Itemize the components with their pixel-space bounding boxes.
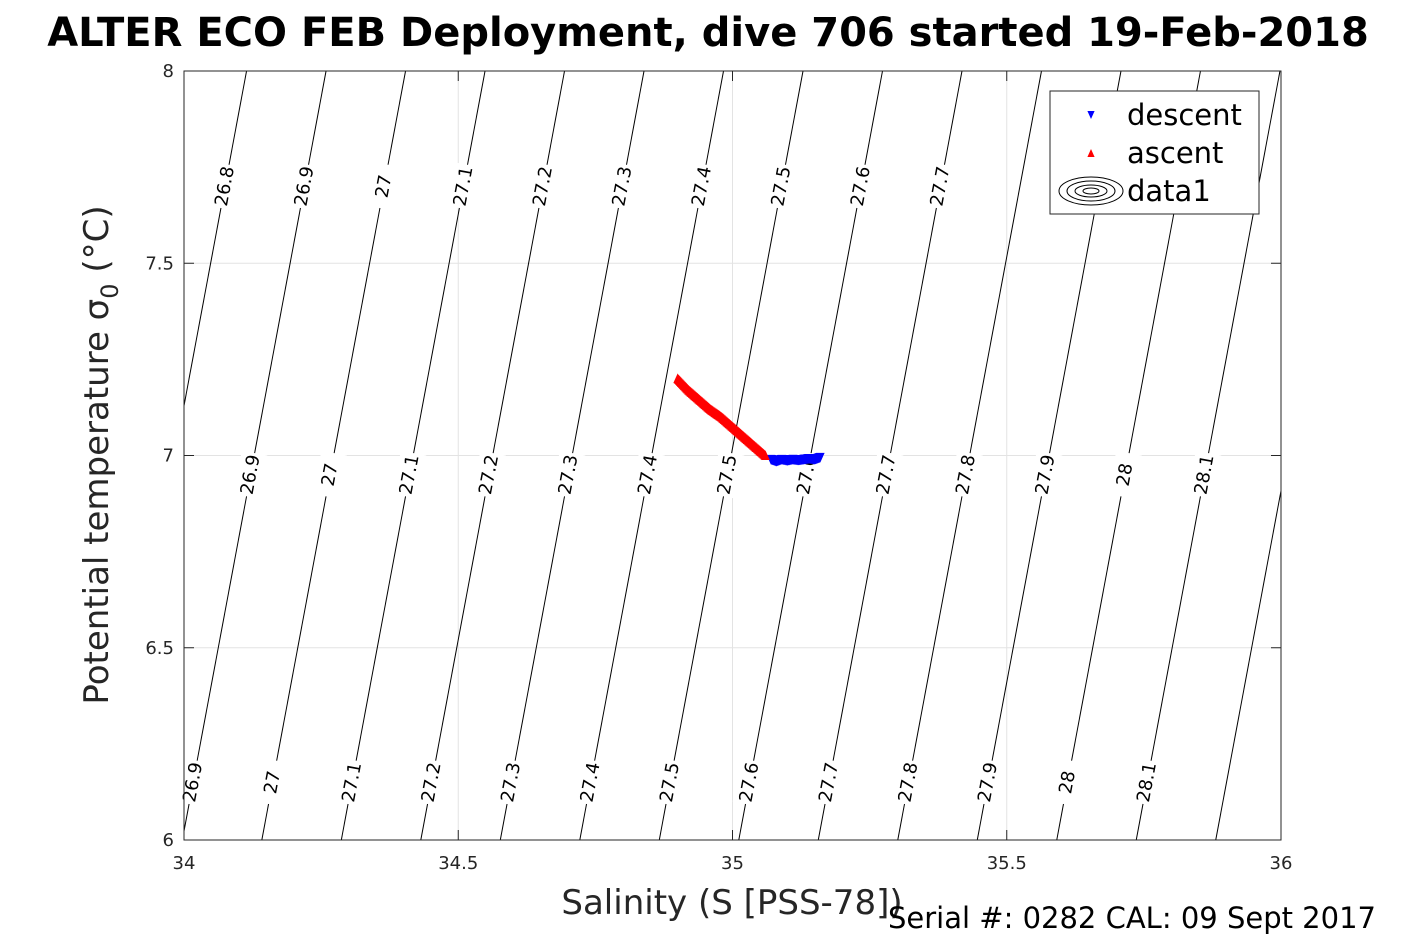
legend-entry-data1: data1 — [1127, 174, 1211, 208]
contour-label-background — [176, 758, 210, 807]
data-series — [673, 373, 825, 467]
contour-label: 27 — [318, 462, 343, 488]
ascent-series — [673, 373, 770, 460]
axes — [183, 70, 1282, 841]
contour-label-background — [869, 450, 904, 499]
ascent-point — [761, 450, 770, 460]
contour-label-background — [1028, 450, 1063, 499]
contour-label-background — [233, 450, 268, 499]
tick-labels: 34 34.5 35 35.5 36 6 6.5 7 7.5 8 — [145, 61, 1292, 874]
contour-label: 28 — [1113, 462, 1138, 488]
contour-label-background — [844, 162, 878, 211]
contour-label-background — [1187, 450, 1222, 499]
descent-legend-marker — [1087, 111, 1095, 119]
contour-label-background — [392, 450, 427, 499]
contour-line — [0, 71, 88, 840]
contour-legend-ring — [1074, 184, 1108, 198]
contour-label-background — [891, 758, 926, 807]
contour-label-background — [335, 758, 369, 807]
contour-legend-icon — [1058, 176, 1124, 206]
contour-line — [0, 71, 8, 840]
y-tick-label: 6.5 — [145, 638, 174, 659]
y-tick-label: 8 — [163, 61, 174, 82]
y-tick-label: 6 — [163, 830, 174, 851]
contour-label-background — [685, 162, 719, 211]
contour-label-background — [446, 162, 481, 211]
contour-label-background — [1130, 758, 1164, 807]
contour-label-background — [494, 758, 528, 807]
legend-entry-ascent: ascent — [1127, 136, 1223, 170]
contour-label-background — [732, 758, 767, 807]
contour-label: 28 — [1055, 769, 1080, 795]
contour-label-background — [1050, 758, 1085, 807]
contour-label-background — [313, 450, 347, 499]
contour-label-background — [812, 758, 846, 807]
legend-entry-descent: descent — [1127, 98, 1242, 132]
chart-title: ALTER ECO FEB Deployment, dive 706 start… — [47, 10, 1369, 56]
contour-label-background — [653, 758, 687, 807]
contour-label-background — [526, 162, 560, 211]
ascent-legend-marker — [1087, 149, 1095, 157]
x-tick-label: 34 — [173, 853, 196, 874]
y-axis-label-subscript: 0 — [96, 283, 124, 298]
contour-label-background — [367, 162, 401, 211]
contour-legend-ring — [1066, 180, 1116, 202]
contour-label-background — [764, 162, 799, 211]
contour-label-background — [605, 162, 640, 211]
contour-line — [1375, 71, 1417, 840]
x-tick-label: 35 — [721, 853, 744, 874]
contour-label-background — [949, 450, 983, 499]
contour-label-background — [710, 450, 745, 499]
contour-label-background — [208, 162, 242, 211]
contour-label-background — [631, 450, 665, 499]
y-axis-label-unit: (°C) — [77, 205, 117, 283]
contour-label-background — [551, 450, 586, 499]
contour-line — [1295, 71, 1417, 840]
y-axis-label: Potential temperature σ0 (°C) — [77, 205, 124, 704]
descent-series — [766, 452, 825, 467]
descent-point — [815, 452, 825, 463]
contour-label-background — [255, 758, 290, 807]
contour-labels: 26.9 27 27.1 27.2 27.3 27.4 27.5 27.6 27.7 27.8 27… — [176, 162, 1222, 807]
x-tick-label: 35.5 — [987, 853, 1027, 874]
x-tick-label: 34.5 — [438, 853, 478, 874]
y-axis-label-main: Potential temperature σ — [77, 299, 117, 705]
contour-label: 27 — [260, 769, 285, 795]
contour-legend-ring — [1082, 187, 1100, 195]
x-axis-label: Salinity (S [PSS-78]) — [561, 883, 902, 923]
contour-label-background — [971, 758, 1005, 807]
x-tick-label: 36 — [1270, 853, 1293, 874]
y-tick-label: 7.5 — [145, 253, 174, 274]
contour-label: 27 — [372, 173, 397, 199]
legend: descent ascent data1 — [1049, 90, 1260, 215]
contour-line — [1215, 488, 1281, 840]
serial-calibration-text: Serial #: 0282 CAL: 09 Sept 2017 — [888, 901, 1376, 935]
contour-label-background — [414, 758, 449, 807]
contour-label-background — [472, 450, 506, 499]
contour-label-background — [573, 758, 608, 807]
contour-label-background — [1108, 450, 1142, 499]
contour-label-background — [287, 162, 322, 211]
contour-label-background — [923, 162, 958, 211]
y-tick-label: 7 — [163, 446, 174, 467]
contour-legend-ring — [1058, 176, 1124, 206]
